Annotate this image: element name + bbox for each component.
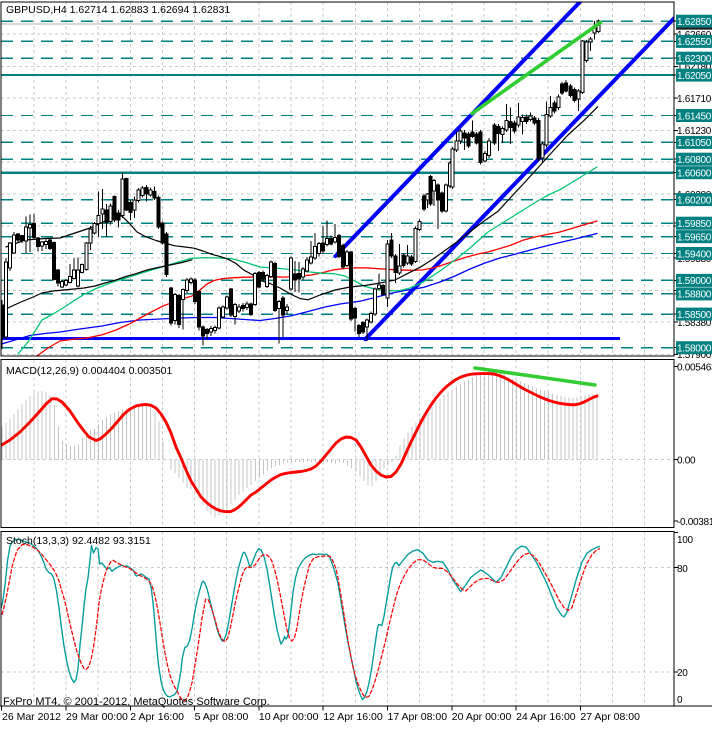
svg-text:1.61710: 1.61710 bbox=[677, 94, 712, 105]
svg-text:1.60200: 1.60200 bbox=[677, 195, 712, 206]
svg-text:100: 100 bbox=[677, 535, 694, 546]
svg-text:1.58500: 1.58500 bbox=[677, 310, 712, 321]
svg-text:1.62850: 1.62850 bbox=[677, 17, 712, 28]
svg-text:1.58800: 1.58800 bbox=[677, 290, 712, 301]
svg-text:17 Apr 08:00: 17 Apr 08:00 bbox=[388, 711, 448, 723]
svg-text:FxPro MT4, © 2001-2012, MetaQu: FxPro MT4, © 2001-2012, MetaQuotes Softw… bbox=[3, 696, 270, 708]
svg-text:1.62050: 1.62050 bbox=[677, 71, 712, 82]
svg-text:10 Apr 00:00: 10 Apr 00:00 bbox=[259, 711, 319, 723]
svg-text:1.59650: 1.59650 bbox=[677, 233, 712, 244]
svg-text:27 Apr 08:00: 27 Apr 08:00 bbox=[580, 711, 640, 723]
svg-text:GBPUSD,H4 1.62714 1.62883 1.62: GBPUSD,H4 1.62714 1.62883 1.62694 1.6283… bbox=[6, 4, 230, 16]
svg-text:1.58000: 1.58000 bbox=[677, 344, 712, 355]
svg-text:5 Apr 08:00: 5 Apr 08:00 bbox=[195, 711, 249, 723]
svg-text:1.62300: 1.62300 bbox=[677, 54, 712, 65]
svg-text:0: 0 bbox=[677, 695, 683, 706]
svg-text:24 Apr 16:00: 24 Apr 16:00 bbox=[516, 711, 576, 723]
svg-text:12 Apr 16:00: 12 Apr 16:00 bbox=[323, 711, 383, 723]
svg-text:Stoch(13,3,3) 92.4482 93.3151: Stoch(13,3,3) 92.4482 93.3151 bbox=[6, 535, 151, 547]
svg-text:1.59850: 1.59850 bbox=[677, 219, 712, 230]
svg-text:1.57900: 1.57900 bbox=[677, 350, 712, 361]
svg-text:1.59400: 1.59400 bbox=[677, 249, 712, 260]
svg-text:1.62180: 1.62180 bbox=[677, 62, 712, 73]
svg-text:MACD(12,26,9) 0.004404 0.00350: MACD(12,26,9) 0.004404 0.003501 bbox=[6, 365, 173, 377]
svg-text:80: 80 bbox=[677, 564, 688, 575]
svg-text:1.60800: 1.60800 bbox=[677, 155, 712, 166]
svg-text:1.61050: 1.61050 bbox=[677, 138, 712, 149]
svg-text:29 Mar 00:00: 29 Mar 00:00 bbox=[66, 711, 128, 723]
svg-text:2 Apr 16:00: 2 Apr 16:00 bbox=[130, 711, 184, 723]
svg-text:1.59000: 1.59000 bbox=[677, 276, 712, 287]
svg-text:26 Mar 2012: 26 Mar 2012 bbox=[2, 711, 61, 723]
svg-text:1.61230: 1.61230 bbox=[677, 126, 712, 137]
svg-text:1.58380: 1.58380 bbox=[677, 318, 712, 329]
svg-text:1.61450: 1.61450 bbox=[677, 111, 712, 122]
svg-text:-0.00381: -0.00381 bbox=[677, 517, 712, 528]
svg-text:20: 20 bbox=[677, 668, 688, 679]
svg-text:20 Apr 00:00: 20 Apr 00:00 bbox=[452, 711, 512, 723]
svg-text:1.60600: 1.60600 bbox=[677, 169, 712, 180]
svg-text:1.62550: 1.62550 bbox=[677, 37, 712, 48]
svg-text:0.00: 0.00 bbox=[677, 456, 696, 467]
svg-text:0.005463: 0.005463 bbox=[677, 362, 712, 373]
